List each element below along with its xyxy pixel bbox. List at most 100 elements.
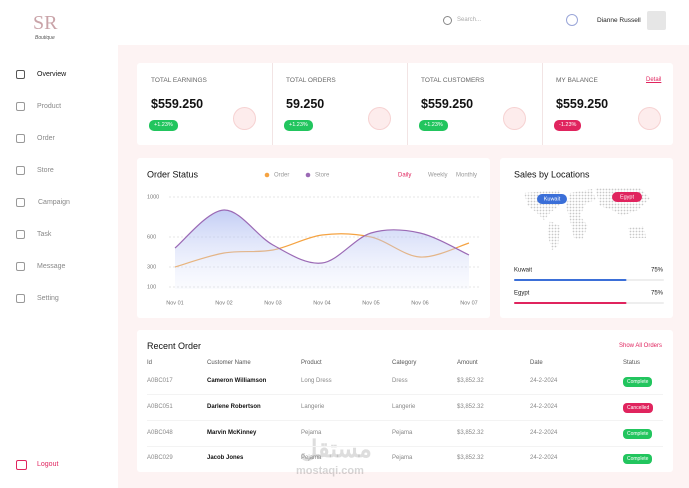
card-divider bbox=[407, 63, 408, 145]
menu-icon[interactable] bbox=[16, 294, 25, 303]
logout[interactable]: Logout bbox=[37, 461, 59, 468]
menu-item[interactable]: Message bbox=[37, 263, 66, 270]
table-cell: Marvin McKinney bbox=[207, 430, 257, 436]
status-badge: Cancelled bbox=[623, 403, 654, 413]
show-all-link[interactable]: Show All Orders bbox=[619, 343, 663, 349]
table-cell: $3,852.32 bbox=[457, 378, 484, 384]
table-cell: $3,852.32 bbox=[457, 455, 484, 461]
logo-mark: SR bbox=[33, 12, 58, 34]
card-value: 59.250 bbox=[286, 97, 325, 111]
table-cell: Pejama bbox=[392, 455, 413, 461]
table-cell: Darlene Robertson bbox=[207, 404, 261, 410]
location-name: Kuwait bbox=[514, 268, 532, 274]
table-cell: 24-2-2024 bbox=[530, 404, 558, 410]
table-cell: 24-2-2024 bbox=[530, 430, 558, 436]
watermark-latin: mostaqi.com bbox=[296, 465, 364, 477]
recent-orders-panel bbox=[137, 330, 673, 472]
chart-tab[interactable]: Monthly bbox=[456, 173, 477, 179]
x-tick-label: Nov 04 bbox=[313, 300, 330, 306]
x-tick-label: Nov 03 bbox=[264, 300, 281, 306]
menu-item[interactable]: Campaign bbox=[38, 199, 70, 206]
area bbox=[175, 209, 469, 289]
status-badge: Complete bbox=[623, 454, 653, 464]
card-title: MY BALANCE bbox=[556, 77, 598, 84]
locations-chart: Sales by Locations Kuwait Kuwait 75% Egypt E… bbox=[514, 169, 664, 304]
card-value: $559.250 bbox=[556, 97, 609, 111]
card-link[interactable]: Detail bbox=[646, 77, 662, 83]
map-tag bbox=[537, 194, 567, 204]
table-cell: Pejama bbox=[301, 430, 322, 436]
card-icon bbox=[503, 107, 526, 130]
progress-bar bbox=[514, 302, 627, 304]
notification-icon[interactable] bbox=[566, 14, 578, 26]
menu-icon[interactable] bbox=[16, 134, 25, 143]
menu-icon[interactable] bbox=[16, 198, 25, 207]
chart-title: Order Status bbox=[147, 169, 199, 179]
x-tick-label: Nov 06 bbox=[411, 300, 428, 306]
table-cell: $3,852.32 bbox=[457, 404, 484, 410]
legend-label: Order bbox=[274, 173, 289, 179]
table-cell: Long Dress bbox=[301, 378, 332, 384]
card-divider bbox=[272, 63, 273, 145]
card-title: TOTAL CUSTOMERS bbox=[421, 77, 485, 84]
y-tick-label: 300 bbox=[147, 264, 156, 270]
table-cell: 24-2-2024 bbox=[530, 455, 558, 461]
table-header: Date bbox=[530, 360, 543, 366]
menu-item[interactable]: Setting bbox=[37, 295, 59, 302]
table-cell: Cameron Williamson bbox=[207, 378, 267, 384]
card-change: +1.23% bbox=[419, 120, 448, 131]
table-cell: 24-2-2024 bbox=[530, 378, 558, 384]
menu-item[interactable]: Task bbox=[37, 231, 52, 238]
avatar[interactable] bbox=[647, 11, 666, 30]
table-header: Amount bbox=[457, 360, 478, 366]
y-tick-label: 600 bbox=[147, 234, 156, 240]
progress-bar bbox=[514, 279, 627, 281]
card-divider bbox=[542, 63, 543, 145]
menu-icon[interactable] bbox=[16, 70, 25, 79]
recent-orders-title: Recent Order bbox=[147, 341, 202, 351]
menu-icon[interactable] bbox=[16, 262, 25, 271]
map-tag bbox=[612, 192, 642, 202]
logout-icon[interactable] bbox=[16, 460, 27, 470]
cards-panel bbox=[137, 63, 673, 145]
table-cell: Pejama bbox=[392, 430, 413, 436]
user-name[interactable]: Dianne Russell bbox=[597, 17, 641, 24]
locations-title: Sales by Locations bbox=[514, 169, 590, 179]
table-cell: A0BC051 bbox=[147, 404, 173, 410]
table-cell: A0BC029 bbox=[147, 455, 173, 461]
search-icon[interactable] bbox=[443, 16, 452, 25]
menu-icon[interactable] bbox=[16, 166, 25, 175]
row-divider bbox=[147, 420, 663, 421]
table-cell: A0BC017 bbox=[147, 378, 173, 384]
legend-marker bbox=[305, 172, 311, 178]
table-cell: Dress bbox=[392, 378, 408, 384]
y-tick-label: 1000 bbox=[147, 194, 159, 200]
legend-label: Store bbox=[315, 173, 330, 179]
menu-icon[interactable] bbox=[16, 102, 25, 111]
table-header: Id bbox=[147, 360, 153, 366]
menu-item[interactable]: Product bbox=[37, 103, 62, 110]
chart-tab[interactable]: Weekly bbox=[428, 173, 448, 179]
x-tick-label: Nov 02 bbox=[215, 300, 232, 306]
chart-tab[interactable]: Daily bbox=[398, 173, 411, 179]
status-badge: Complete bbox=[623, 377, 653, 387]
table-header: Customer Name bbox=[207, 360, 251, 366]
menu-item[interactable]: Store bbox=[37, 167, 54, 174]
x-tick-label: Nov 07 bbox=[460, 300, 477, 306]
map-tag-label: Egypt bbox=[620, 194, 635, 200]
y-tick-label: 100 bbox=[147, 284, 156, 290]
card-change: +1.23% bbox=[149, 120, 178, 131]
search-input[interactable]: Search... bbox=[457, 17, 482, 23]
table-cell: Langerie bbox=[301, 404, 325, 410]
location-name: Egypt bbox=[514, 291, 530, 297]
row-divider bbox=[147, 446, 663, 447]
map-tag-label: Kuwait bbox=[544, 196, 561, 202]
menu-item[interactable]: Order bbox=[37, 135, 55, 142]
menu-item[interactable]: Overview bbox=[37, 71, 67, 78]
card-icon bbox=[638, 107, 661, 130]
table-cell: $3,852.32 bbox=[457, 430, 484, 436]
card-icon bbox=[233, 107, 256, 130]
legend-marker bbox=[264, 172, 270, 178]
menu-icon[interactable] bbox=[16, 230, 25, 239]
table-cell: Langerie bbox=[392, 404, 416, 410]
